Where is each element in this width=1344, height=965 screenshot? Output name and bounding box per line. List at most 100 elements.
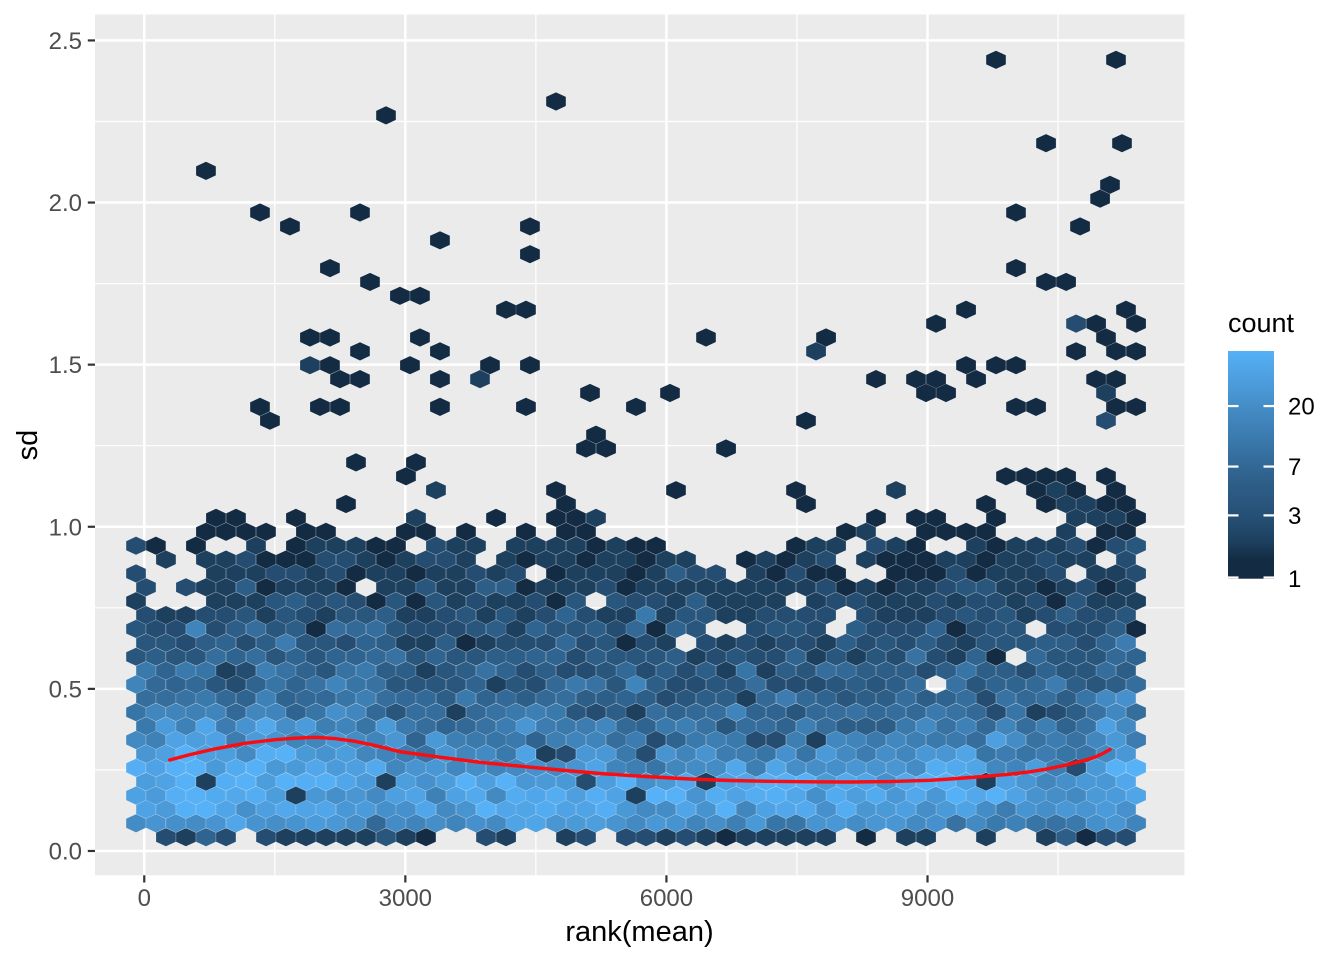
hex-bin [236, 800, 256, 819]
hex-bin [646, 647, 666, 666]
hex-bin [796, 606, 816, 625]
hex-bin [576, 744, 596, 763]
hex-bin [666, 619, 686, 638]
hex-bin [686, 675, 706, 694]
hex-bin [386, 703, 406, 722]
y-tick-label: 0.0 [49, 838, 82, 865]
hex-bin [286, 508, 306, 527]
hex-bin [366, 647, 386, 666]
hex-bin [746, 758, 766, 777]
hex-bin [516, 689, 536, 708]
hex-bin [446, 564, 466, 583]
hex-bin [756, 800, 776, 819]
hex-bin [966, 647, 986, 666]
hex-bin [846, 675, 866, 694]
hex-bin [366, 703, 386, 722]
hex-bin [806, 730, 826, 750]
hex-bin [506, 703, 526, 722]
hex-bin [496, 828, 516, 847]
hex-bin [746, 592, 766, 611]
hex-bin [1016, 633, 1036, 652]
y-tick-label: 0.5 [49, 676, 82, 703]
hex-bin [546, 564, 566, 583]
hex-bin [936, 606, 956, 625]
x-tick-label: 6000 [640, 885, 693, 912]
hex-bin [1070, 217, 1090, 236]
hex-bin [346, 675, 366, 694]
hex-bin [636, 828, 656, 847]
hex-bin [686, 592, 706, 611]
hex-bin [296, 606, 316, 625]
hex-bin [816, 661, 836, 680]
hex-bin [516, 397, 536, 416]
hex-bin [1006, 397, 1026, 416]
legend-tick-marks [1228, 404, 1274, 579]
hex-bin [226, 647, 246, 666]
y-axis-title: sd [12, 430, 44, 461]
hex-bin [466, 703, 486, 722]
hex-bin [1106, 758, 1126, 777]
hex-bin [486, 508, 506, 527]
hex-bin [936, 383, 956, 403]
hex-bin [1076, 828, 1096, 847]
hex-bin [1116, 717, 1136, 736]
hex-bin [266, 592, 286, 611]
hex-bin [386, 786, 406, 805]
hex-bin [330, 370, 350, 389]
hex-bin [1096, 800, 1116, 819]
hex-bin [206, 647, 226, 666]
hex-bin [146, 536, 166, 555]
hex-bin [596, 661, 616, 680]
hex-bin [136, 606, 156, 625]
hex-bin [306, 703, 326, 722]
hex-bin [426, 592, 446, 611]
hex-bin [946, 786, 966, 805]
hex-bin [1126, 758, 1146, 777]
hex-bin [606, 758, 626, 777]
hex-bin [966, 564, 986, 583]
hex-bin [936, 800, 956, 819]
hex-bin [566, 730, 586, 750]
hex-bin [136, 717, 156, 736]
hex-bin [1126, 314, 1146, 333]
hex-bin [706, 703, 726, 722]
hex-bin [536, 661, 556, 680]
hex-bin [256, 772, 276, 791]
hex-bin [596, 689, 616, 708]
hex-bin [306, 675, 326, 694]
hex-bin [766, 619, 786, 638]
hex-bin [926, 370, 946, 389]
hex-bin [186, 814, 206, 833]
hex-bin [976, 494, 996, 514]
hex-bin [656, 606, 676, 625]
hex-bin [886, 481, 906, 500]
hex-bin [296, 550, 316, 569]
hex-bin [666, 675, 686, 694]
hex-bin [446, 675, 466, 694]
hex-bin [526, 786, 546, 805]
hex-bin [1016, 744, 1036, 763]
hex-bin [1086, 786, 1106, 805]
hex-bin [916, 828, 936, 847]
hex-bin [1006, 786, 1026, 805]
hex-bin [586, 675, 606, 694]
hex-bin [626, 647, 646, 666]
hex-bin [1116, 550, 1136, 569]
hex-bin [956, 606, 976, 625]
hex-bin [986, 814, 1006, 833]
hex-bin [1106, 481, 1126, 500]
hex-bin [756, 717, 776, 736]
hex-bin [786, 536, 806, 555]
hex-bin [866, 619, 886, 638]
hex-bin [566, 536, 586, 555]
hex-bin [476, 689, 496, 708]
hex-bin [416, 772, 436, 791]
hex-bin [596, 633, 616, 652]
hex-bin [306, 786, 326, 805]
hex-bin [856, 522, 876, 541]
hex-bin [646, 592, 666, 611]
hex-bin [1036, 800, 1056, 819]
hex-bin [686, 814, 706, 833]
hex-bin [866, 592, 886, 611]
hex-bin [1036, 467, 1056, 486]
